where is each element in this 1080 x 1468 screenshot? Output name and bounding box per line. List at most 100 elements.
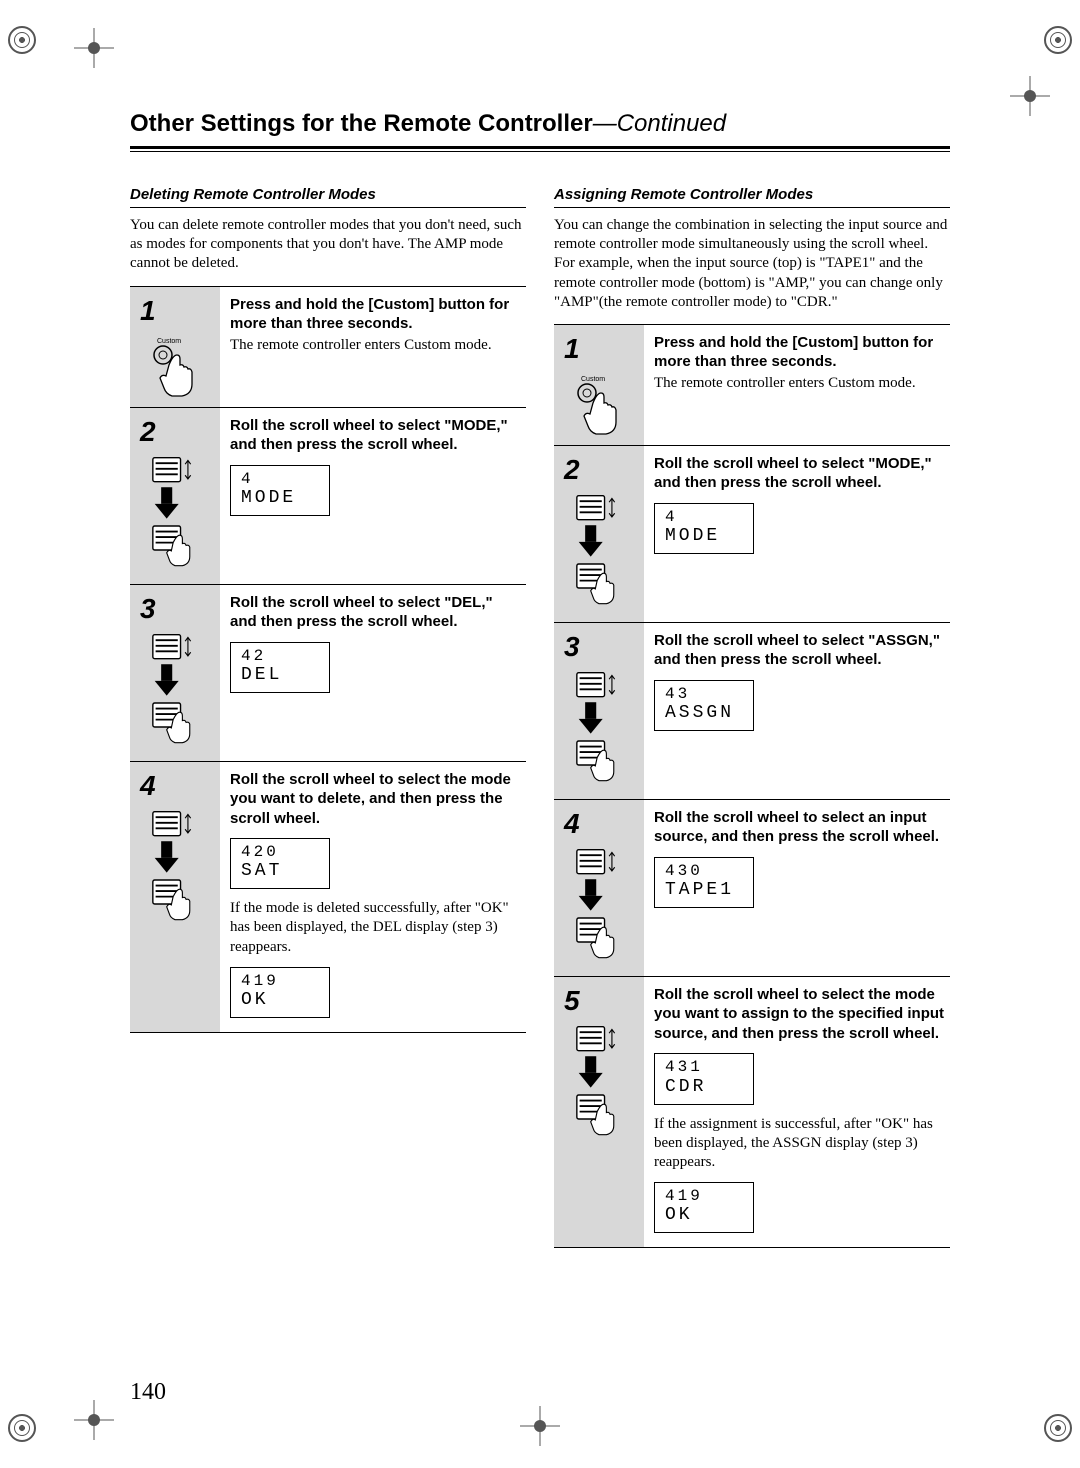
lcd-line-2: SAT (241, 861, 319, 882)
scroll-wheel-icon (567, 846, 631, 966)
step-num-cell: 3 (554, 623, 644, 799)
page-title: Other Settings for the Remote Controller… (130, 110, 950, 144)
step-body: Roll the scroll wheel to select an input… (644, 800, 950, 976)
right-column: Assigning Remote Controller Modes You ca… (554, 186, 950, 1248)
custom-button-icon (567, 371, 631, 435)
step: 3 Roll the scroll wheel to select "ASSGN… (554, 623, 950, 800)
scroll-wheel-icon (567, 492, 631, 612)
scroll-wheel-icon (143, 454, 207, 574)
intro-left: You can delete remote controller modes t… (130, 216, 526, 274)
lcd-line-1: 419 (241, 972, 319, 990)
crop-mark-icon (1010, 76, 1050, 116)
step-num-cell: 2 (130, 408, 220, 584)
step-num-cell: 4 (130, 762, 220, 1032)
steps-left: 1 Press and hold the [Custom] button for… (130, 286, 526, 1033)
columns: Deleting Remote Controller Modes You can… (130, 186, 950, 1248)
lcd-line-1: 42 (241, 647, 319, 665)
lcd-line-2: ASSGN (665, 703, 743, 724)
step-instruction: Roll the scroll wheel to select an input… (654, 808, 946, 847)
step-body: Roll the scroll wheel to select "ASSGN,"… (644, 623, 950, 799)
step-number: 4 (140, 770, 156, 802)
step-number: 1 (564, 333, 580, 365)
step-num-cell: 5 (554, 977, 644, 1247)
lcd-line-2: CDR (665, 1077, 743, 1098)
section-heading-right: Assigning Remote Controller Modes (554, 186, 950, 208)
lcd-line-1: 43 (665, 685, 743, 703)
step-number: 2 (564, 454, 580, 486)
page-title-suffix: —Continued (593, 110, 726, 137)
lcd-display: 43 ASSGN (654, 680, 754, 731)
step-num-cell: 1 (554, 325, 644, 445)
lcd-line-2: TAPE1 (665, 880, 743, 901)
step-note: If the mode is deleted successfully, aft… (230, 899, 522, 957)
crop-mark-icon (74, 1400, 114, 1440)
step-number: 1 (140, 295, 156, 327)
left-column: Deleting Remote Controller Modes You can… (130, 186, 526, 1248)
step-instruction: Roll the scroll wheel to select "MODE," … (654, 454, 946, 493)
step-number: 2 (140, 416, 156, 448)
registration-mark-icon (8, 26, 36, 54)
step-number: 3 (140, 593, 156, 625)
step-body: Press and hold the [Custom] button for m… (220, 287, 526, 407)
lcd-line-1: 4 (665, 508, 743, 526)
step-instruction: Roll the scroll wheel to select "DEL," a… (230, 593, 522, 632)
title-rule (130, 146, 950, 152)
step: 1 Press and hold the [Custom] button for… (554, 325, 950, 446)
step-detail: The remote controller enters Custom mode… (654, 374, 946, 393)
lcd-line-1: 420 (241, 843, 319, 861)
step-number: 4 (564, 808, 580, 840)
intro-right: You can change the combination in select… (554, 216, 950, 312)
step-body: Roll the scroll wheel to select the mode… (220, 762, 526, 1032)
lcd-display: 42 DEL (230, 642, 330, 693)
step-num-cell: 1 (130, 287, 220, 407)
step-number: 3 (564, 631, 580, 663)
scroll-wheel-icon (567, 669, 631, 789)
step-detail: The remote controller enters Custom mode… (230, 336, 522, 355)
step-num-cell: 3 (130, 585, 220, 761)
lcd-line-2: DEL (241, 665, 319, 686)
step-num-cell: 4 (554, 800, 644, 976)
step-body: Roll the scroll wheel to select the mode… (644, 977, 950, 1247)
scroll-wheel-icon (567, 1023, 631, 1143)
step-instruction: Press and hold the [Custom] button for m… (230, 295, 522, 334)
page-number: 140 (130, 1379, 166, 1406)
step-note: If the assignment is successful, after "… (654, 1115, 946, 1173)
scroll-wheel-icon (143, 808, 207, 928)
step-body: Roll the scroll wheel to select "DEL," a… (220, 585, 526, 761)
lcd-line-2: MODE (241, 488, 319, 509)
lcd-line-1: 431 (665, 1058, 743, 1076)
steps-right: 1 Press and hold the [Custom] button for… (554, 324, 950, 1248)
section-heading-left: Deleting Remote Controller Modes (130, 186, 526, 208)
step: 2 Roll the scroll wheel to select "MODE,… (130, 408, 526, 585)
step-instruction: Roll the scroll wheel to select the mode… (230, 770, 522, 829)
lcd-display: 419 OK (654, 1182, 754, 1233)
step-instruction: Roll the scroll wheel to select "ASSGN,"… (654, 631, 946, 670)
custom-button-icon (143, 333, 207, 397)
step: 2 Roll the scroll wheel to select "MODE,… (554, 446, 950, 623)
crop-mark-icon (74, 28, 114, 68)
lcd-display: 4 MODE (230, 465, 330, 516)
lcd-line-2: OK (241, 990, 319, 1011)
lcd-display: 431 CDR (654, 1053, 754, 1104)
step-body: Roll the scroll wheel to select "MODE," … (220, 408, 526, 584)
step: 4 Roll the scroll wheel to select the mo… (130, 762, 526, 1032)
step-body: Roll the scroll wheel to select "MODE," … (644, 446, 950, 622)
registration-mark-icon (8, 1414, 36, 1442)
crop-mark-icon (520, 1406, 560, 1446)
lcd-line-2: OK (665, 1205, 743, 1226)
registration-mark-icon (1044, 1414, 1072, 1442)
step: 1 Press and hold the [Custom] button for… (130, 287, 526, 408)
lcd-display: 419 OK (230, 967, 330, 1018)
lcd-line-2: MODE (665, 526, 743, 547)
lcd-display: 4 MODE (654, 503, 754, 554)
lcd-line-1: 430 (665, 862, 743, 880)
page-title-main: Other Settings for the Remote Controller (130, 110, 593, 137)
step: 3 Roll the scroll wheel to select "DEL,"… (130, 585, 526, 762)
step: 4 Roll the scroll wheel to select an inp… (554, 800, 950, 977)
step-instruction: Press and hold the [Custom] button for m… (654, 333, 946, 372)
step-instruction: Roll the scroll wheel to select the mode… (654, 985, 946, 1044)
step-instruction: Roll the scroll wheel to select "MODE," … (230, 416, 522, 455)
lcd-display: 420 SAT (230, 838, 330, 889)
step-num-cell: 2 (554, 446, 644, 622)
step-body: Press and hold the [Custom] button for m… (644, 325, 950, 445)
